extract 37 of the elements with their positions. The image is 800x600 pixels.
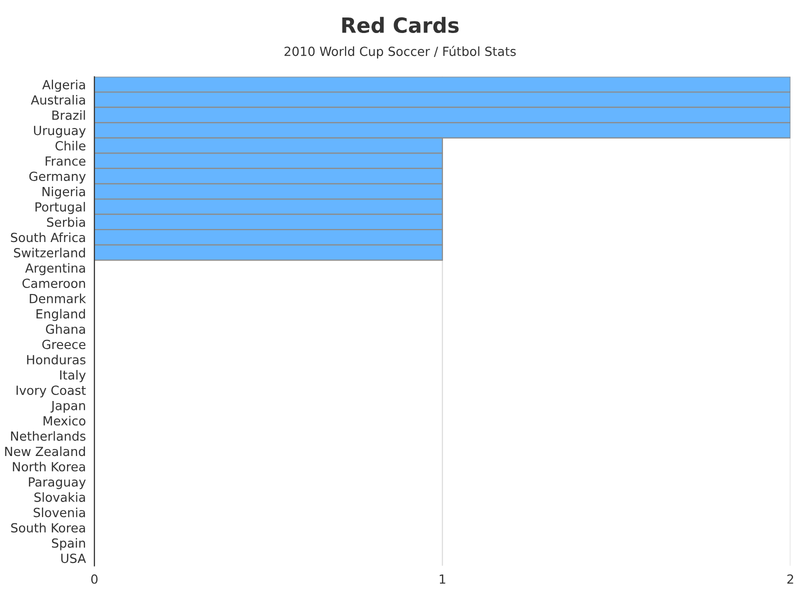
y-tick-label: Algeria [42,80,85,92]
y-tick-label: New Zealand [5,446,85,456]
y-tick-label: Italy [60,370,86,382]
y-tick-label: North Korea [12,462,85,472]
y-tick-label: Chile [55,140,86,150]
x-tick-label: 1 [440,574,446,584]
y-tick-label: USA [61,554,86,564]
y-tick-label: Greece [42,340,86,350]
x-tick-label: 2 [787,574,794,584]
y-tick-label: South Korea [11,522,85,533]
y-tick-label: Denmark [30,294,86,304]
chart-subtitle: 2010 World Cup Soccer / Fútbol Stats [284,46,516,58]
y-tick-label: Japan [50,400,86,413]
y-tick-label: Nigeria [42,186,85,199]
y-tick-label: South Africa [10,232,85,242]
y-tick-label: Brazil [52,110,85,120]
y-tick-label: Honduras [27,354,86,364]
y-tick-label: Cameroon [22,278,86,288]
y-tick-label: Switzerland [14,248,85,258]
y-tick-label: Ivory Coast [16,386,86,398]
y-tick-label: Paraguay [28,477,86,490]
y-tick-label: Slovenia [34,508,85,518]
chart-title: Red Cards [342,16,459,34]
y-tick-label: Serbia [47,217,85,227]
y-tick-label: Netherlands [11,431,86,441]
y-tick-label: Argentina [25,263,85,276]
y-tick-label: Portugal [36,202,85,214]
y-tick-label: France [46,156,86,166]
y-tick-label: Australia [30,94,85,105]
y-tick-label: Mexico [44,416,86,426]
y-tick-label: Uruguay [34,126,86,138]
x-tick-label: 0 [91,574,98,584]
y-tick-label: England [36,308,85,322]
y-tick-label: Slovakia [34,492,85,502]
y-tick-label: Ghana [46,324,85,334]
y-tick-label: Spain [52,538,86,550]
y-tick-label: Germany [29,172,86,184]
